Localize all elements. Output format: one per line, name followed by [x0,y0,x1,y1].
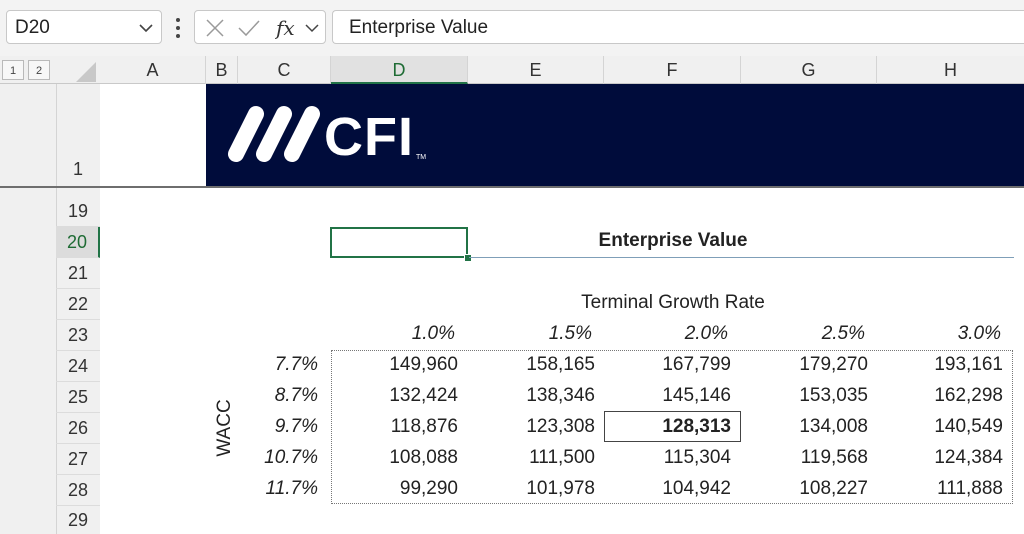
column-header-b[interactable]: B [206,56,238,84]
column-header-a[interactable]: A [100,56,206,84]
growth-rate-header: 1.0% [411,323,455,344]
name-box-value: D20 [15,17,50,38]
outline-level-2-button[interactable]: 2 [28,60,50,80]
row-header-21[interactable]: 21 [56,258,100,289]
wacc-label: 9.7% [274,416,318,437]
wacc-label: 7.7% [274,354,318,375]
column-header-g[interactable]: G [741,56,877,84]
growth-rate-header: 3.0% [957,323,1001,344]
table-cell[interactable]: 193,161 [934,354,1003,375]
column-header-c[interactable]: C [238,56,331,84]
row-header-26[interactable]: 26 [56,413,100,444]
wacc-label: 8.7% [274,385,318,406]
column-header-h[interactable]: H [944,60,957,80]
cfi-banner: CFI TM [206,84,1024,187]
table-cell[interactable]: 115,304 [663,447,731,468]
row-header-23[interactable]: 23 [56,320,100,351]
fill-handle[interactable] [464,254,472,262]
row-header-28[interactable]: 28 [56,475,100,506]
chevron-down-icon[interactable] [139,23,153,33]
table-cell[interactable]: 138,346 [526,385,595,406]
row-header-strip [56,84,100,534]
table-cell[interactable]: 104,942 [662,478,731,499]
table-cell[interactable]: 179,270 [799,354,868,375]
select-all-corner[interactable] [76,62,96,82]
column-header-row [0,56,1024,84]
table-cell[interactable]: 132,424 [389,385,458,406]
insert-function-icon[interactable]: fx [275,16,301,40]
formula-content: Enterprise Value [349,17,489,38]
growth-rate-header: 2.5% [821,323,865,344]
trademark-symbol: TM [416,154,427,161]
growth-rate-header: 1.5% [548,323,592,344]
table-cell[interactable]: 158,165 [526,354,595,375]
table-cell[interactable]: 140,549 [934,416,1003,437]
more-options-icon[interactable] [172,14,184,42]
table-cell[interactable]: 119,568 [800,447,868,468]
confirm-icon[interactable] [237,18,261,38]
table-cell[interactable]: 108,227 [799,478,868,499]
cancel-icon[interactable] [205,18,225,38]
wacc-label: 11.7% [265,478,318,499]
table-cell[interactable]: 111,500 [529,447,595,468]
growth-rate-header: 2.0% [684,323,728,344]
base-case-value[interactable]: 128,313 [662,416,731,437]
row-header-22[interactable]: 22 [56,289,100,320]
table-cell[interactable]: 145,146 [662,385,731,406]
row-axis-label: WACC [214,399,235,457]
column-header-f[interactable]: F [604,56,741,84]
table-cell[interactable]: 149,960 [389,354,458,375]
title-underline [469,257,1014,258]
column-header-e[interactable]: E [468,56,604,84]
table-cell[interactable]: 134,008 [799,416,868,437]
table-cell[interactable]: 111,888 [937,478,1003,499]
row-header-25[interactable]: 25 [56,382,100,413]
base-case-highlight [604,411,741,442]
row-header-column [0,84,100,534]
table-cell[interactable]: 101,978 [526,478,595,499]
row-header-20[interactable]: 20 [56,227,100,258]
table-cell[interactable]: 162,298 [934,385,1003,406]
cfi-logo-mark-icon [228,106,320,162]
svg-text:fx: fx [275,16,295,40]
row-header-1[interactable]: 1 [56,84,100,187]
table-cell[interactable]: 99,290 [399,478,458,499]
column-axis-label: Terminal Growth Rate [581,292,765,313]
outline-level-1-button[interactable]: 1 [2,60,24,80]
wacc-label: 10.7% [264,447,318,468]
table-cell[interactable]: 167,799 [662,354,731,375]
chevron-down-icon[interactable] [305,23,319,33]
table-cell[interactable]: 123,308 [526,416,595,437]
name-box[interactable]: D20 [6,10,162,44]
sensitivity-table-border [331,350,1013,504]
cfi-logo-text: CFI [324,107,414,167]
table-cell[interactable]: 153,035 [799,385,868,406]
table-cell[interactable]: 124,384 [934,447,1003,468]
selected-cell-d20[interactable] [330,227,468,258]
formula-actions: fx [194,10,326,44]
row-header-29[interactable]: 29 [67,510,89,530]
formula-input[interactable]: Enterprise Value [332,10,1024,44]
table-cell[interactable]: 108,088 [389,447,458,468]
row-header-24[interactable]: 24 [56,351,100,382]
frozen-pane-divider [0,186,1024,188]
table-cell[interactable]: 118,876 [390,416,458,437]
row-header-19[interactable]: 19 [56,196,100,227]
column-header-d[interactable]: D [331,56,468,84]
row-header-27[interactable]: 27 [56,444,100,475]
table-title: Enterprise Value [598,230,748,251]
